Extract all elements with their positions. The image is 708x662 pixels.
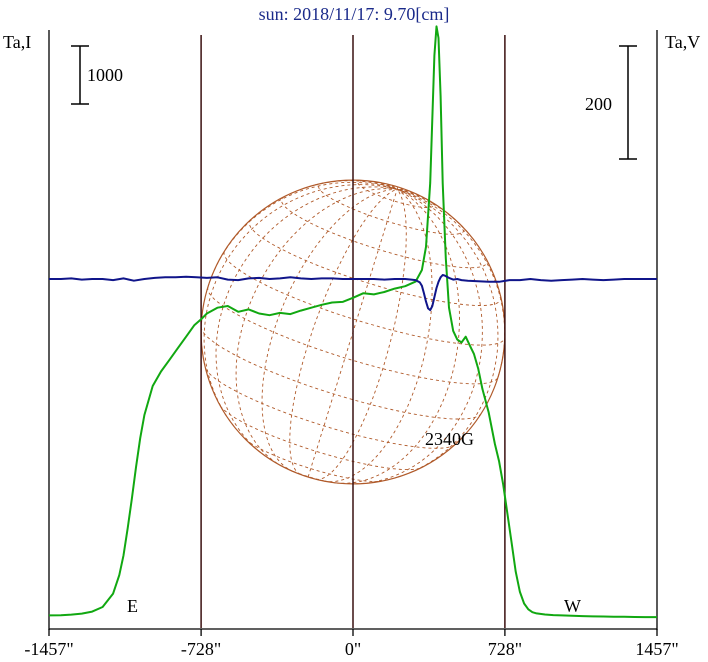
longitude-grid-line xyxy=(397,188,468,233)
longitude-grid-line xyxy=(314,180,398,190)
solar-disk xyxy=(200,179,506,485)
longitude-grid-line xyxy=(397,188,404,190)
longitude-grid-line xyxy=(397,188,410,192)
right-scale-bar-label: 200 xyxy=(585,94,612,114)
chart-title: sun: 2018/11/17: 9.70[cm] xyxy=(259,4,450,24)
limb-markers xyxy=(200,35,506,628)
x-tick-label: -1457" xyxy=(24,639,73,659)
longitude-grid-line xyxy=(357,179,398,190)
right-axis-label: Ta,V xyxy=(665,32,700,52)
series-circular-polarization-line xyxy=(49,274,657,312)
longitude-grid-line xyxy=(355,188,483,485)
longitude-grid-line xyxy=(315,188,407,480)
latitude-grid-line xyxy=(248,219,502,306)
field-strength-annotation: 2340G xyxy=(425,429,474,449)
left-scale-bar-label: 1000 xyxy=(87,65,123,85)
longitude-grid-line xyxy=(289,188,398,475)
longitude-grid-line xyxy=(386,183,398,190)
x-tick-label: -728" xyxy=(181,639,221,659)
x-tick-label: 1457" xyxy=(635,639,678,659)
left-scale-bar xyxy=(71,45,89,105)
longitude-grid-line xyxy=(397,188,499,478)
longitude-grid-line xyxy=(307,189,398,478)
longitude-grid-line xyxy=(396,186,399,190)
x-tick-label: 0" xyxy=(345,639,361,659)
latitude-grid-line xyxy=(245,438,382,483)
longitude-grid-line xyxy=(391,184,398,190)
series-intensity-line xyxy=(48,25,657,619)
latitude-grid-line xyxy=(318,182,465,235)
latitude-grid-line xyxy=(219,405,422,471)
longitude-grid-line xyxy=(203,184,398,427)
latitude-grid-line xyxy=(282,465,336,484)
left-axis-label: Ta,I xyxy=(3,32,31,52)
x-tick-label: 728" xyxy=(488,639,522,659)
x-ticks: -1457" -728" 0" 728" 1457" xyxy=(24,629,679,659)
right-scale-bar xyxy=(619,45,637,160)
latitude-grid-line xyxy=(205,368,455,449)
east-label: E xyxy=(127,596,138,616)
latitude-grid-line xyxy=(281,196,488,269)
west-label: W xyxy=(564,596,581,616)
